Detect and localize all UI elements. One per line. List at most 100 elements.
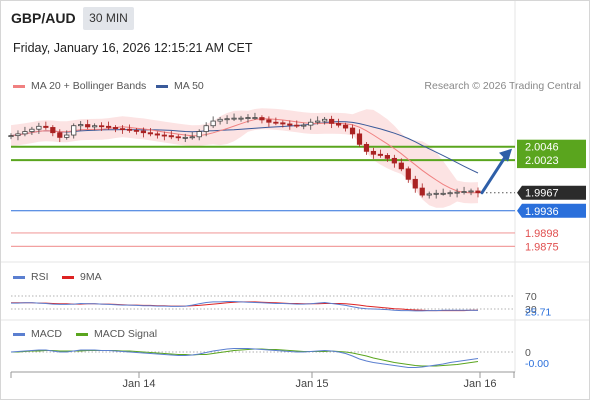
level-lines-layer xyxy=(11,145,515,247)
legend-ma50-label: MA 50 xyxy=(174,80,204,92)
candle xyxy=(43,121,49,130)
candle-body xyxy=(36,125,42,130)
candle-body xyxy=(175,136,181,139)
legend-rsi-label: RSI xyxy=(31,271,49,283)
projection-arrow-layer xyxy=(480,148,512,195)
candle-body xyxy=(224,118,230,121)
timeframe-badge[interactable]: 30 MIN xyxy=(83,7,134,30)
candle xyxy=(287,120,293,130)
legend-rsi: RSI xyxy=(13,271,49,283)
candle-body xyxy=(356,133,363,145)
macd-layer: 0-0.00 xyxy=(10,347,549,370)
candle xyxy=(189,132,195,140)
candle-body xyxy=(419,187,425,196)
candle-body xyxy=(433,192,439,195)
candle-body xyxy=(266,119,272,123)
candle-body xyxy=(112,127,119,130)
legend-rsi-ma-label: 9MA xyxy=(80,271,102,283)
copyright-label: Research © 2026 Trading Central xyxy=(424,80,581,92)
candle-body xyxy=(8,135,14,138)
candle xyxy=(370,147,377,159)
candle-body xyxy=(119,128,126,131)
candle xyxy=(356,129,363,147)
candle xyxy=(147,128,154,137)
macd-signal-swatch xyxy=(76,332,88,336)
macd-line xyxy=(10,348,479,368)
candle xyxy=(335,118,342,128)
price-label-resistance: 2.0046 xyxy=(525,142,559,154)
candle-body xyxy=(426,193,432,196)
x-tick-jan15: Jan 15 xyxy=(295,378,328,390)
projection-arrow-head xyxy=(499,148,512,162)
candle xyxy=(126,124,133,133)
candle xyxy=(454,188,460,198)
price-label-resistance: 2.0023 xyxy=(525,155,559,167)
x-tick-jan14: Jan 14 xyxy=(122,378,155,390)
candle xyxy=(217,116,223,125)
candle-body xyxy=(189,136,195,139)
candle-body xyxy=(140,130,147,134)
candle-body xyxy=(370,150,377,155)
candle-body xyxy=(335,122,342,126)
symbol-title: GBP/AUD xyxy=(11,10,76,26)
candle xyxy=(419,183,425,198)
legend-macd-label: MACD xyxy=(31,328,62,340)
candle-body xyxy=(71,125,77,136)
macd-signal-line xyxy=(11,348,479,367)
macd-last-value: -0.00 xyxy=(525,358,549,370)
candle xyxy=(50,125,56,137)
candle-body xyxy=(301,124,307,127)
candle xyxy=(377,149,384,158)
candle-body xyxy=(315,120,321,123)
candle-body xyxy=(105,125,112,128)
candle-body xyxy=(259,117,265,121)
candle-body xyxy=(154,133,160,136)
candle-body xyxy=(231,117,237,120)
candle xyxy=(315,116,321,125)
candle-body xyxy=(280,122,286,125)
candle xyxy=(363,142,370,155)
candle xyxy=(92,123,98,131)
candle-body xyxy=(384,155,390,159)
candle-body xyxy=(377,153,384,156)
candle-body xyxy=(210,120,216,127)
legend-macd-signal: MACD Signal xyxy=(76,328,157,340)
candle-body xyxy=(329,118,335,124)
candle-body xyxy=(92,125,98,128)
candle-body xyxy=(182,136,188,139)
price-label-last: 1.9967 xyxy=(525,188,559,200)
candle xyxy=(161,131,167,141)
candle-body xyxy=(391,157,397,164)
macd-zero-label: 0 xyxy=(525,347,531,359)
candle xyxy=(447,190,453,197)
legend-macd: MACD xyxy=(13,328,62,340)
candle-body xyxy=(29,128,35,132)
bollinger-band-layer xyxy=(11,108,478,208)
candle-body xyxy=(342,124,349,129)
candle xyxy=(154,131,160,139)
candle xyxy=(475,187,481,198)
ma20-line xyxy=(10,118,479,194)
candle xyxy=(238,115,244,122)
ma20-swatch xyxy=(13,84,25,88)
candle-body xyxy=(99,125,105,128)
candle xyxy=(105,121,112,130)
price-label-pivot: 1.9936 xyxy=(525,206,559,218)
candle-body xyxy=(412,178,418,189)
datetime-label: Friday, January 16, 2026 12:15:21 AM CET xyxy=(13,41,253,55)
candle xyxy=(273,117,279,126)
candle-body xyxy=(22,131,28,135)
candle xyxy=(224,115,230,124)
projection-arrow-shaft xyxy=(480,154,508,195)
candle-body xyxy=(133,129,140,132)
candle xyxy=(440,188,446,196)
candle-body xyxy=(238,117,244,120)
candle-body xyxy=(50,127,56,134)
candle xyxy=(405,166,411,183)
candle-body xyxy=(147,132,154,135)
candle-body xyxy=(405,168,411,180)
candle xyxy=(301,122,307,130)
candle xyxy=(245,114,251,123)
